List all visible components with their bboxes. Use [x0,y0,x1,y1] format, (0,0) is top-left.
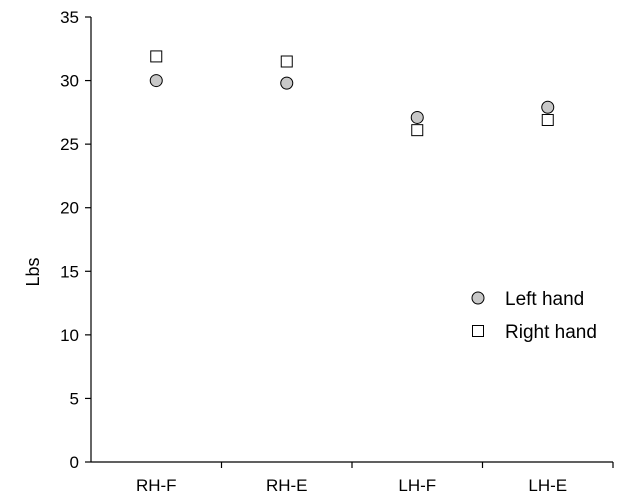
y-axis-label: Lbs [23,257,43,286]
x-tick-label: LH-E [528,476,567,495]
y-tick-label: 10 [60,326,79,345]
right-hand-point [411,124,424,137]
legend-label: Left hand [505,289,584,310]
legend-square-marker [472,325,484,337]
left-hand-point [541,100,555,114]
y-tick-label: 0 [70,453,79,472]
legend: Left hand Right hand [471,289,597,343]
right-hand-point [280,55,293,68]
x-tick-label: RH-E [266,476,308,495]
x-tick-label: LH-F [398,476,436,495]
x-axis-ticks: RH-F RH-E LH-F LH-E [136,462,614,495]
x-tick-label: RH-F [136,476,177,495]
right-hand-point [541,113,554,126]
left-hand-point [410,110,424,124]
y-tick-label: 15 [60,262,79,281]
right-hand-point [150,50,163,63]
legend-circle-marker [471,291,485,305]
data-points [149,50,555,137]
y-tick-label: 20 [60,199,79,218]
y-tick-label: 25 [60,135,79,154]
y-axis-ticks: 0 5 10 15 20 25 30 35 [60,8,91,472]
legend-label: Right hand [505,322,597,343]
left-hand-point [149,74,163,88]
y-tick-label: 5 [70,389,79,408]
y-tick-label: 35 [60,8,79,27]
axes [90,17,613,463]
y-tick-label: 30 [60,72,79,91]
left-hand-point [280,76,294,90]
